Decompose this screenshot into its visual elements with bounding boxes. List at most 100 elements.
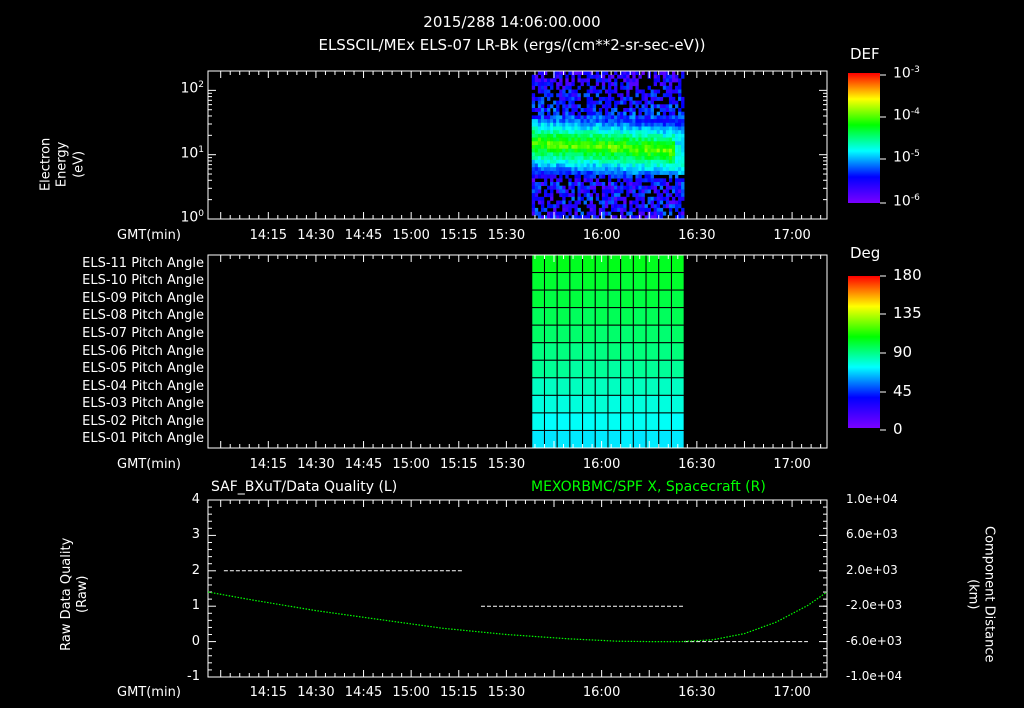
spectrogram-cell <box>671 200 676 205</box>
spectrogram-cell <box>638 119 642 124</box>
spectrogram-cell <box>620 141 624 146</box>
spectrogram-cell <box>671 152 676 157</box>
pitch-cell <box>531 359 545 379</box>
spectrogram-cell <box>531 100 536 105</box>
spectrogram-cell <box>550 119 554 124</box>
spectrogram-cell <box>659 211 664 216</box>
spectrogram-cell <box>592 115 597 120</box>
spectrogram-cell <box>574 170 578 175</box>
spectrogram-cell <box>635 204 639 209</box>
pitch-cell <box>620 272 634 291</box>
spectrogram-cell <box>678 119 682 124</box>
spectrogram-cell <box>662 182 667 186</box>
quality-tick-label: 2 <box>191 562 200 578</box>
spectrogram-cell <box>601 71 606 75</box>
spectrogram-cell <box>678 196 682 201</box>
pitch-cell <box>645 307 660 326</box>
spectrogram-cell <box>635 170 639 175</box>
spectrogram-cell <box>577 137 581 142</box>
spectrogram-cell <box>656 159 661 164</box>
spectrogram-cell <box>586 126 590 131</box>
spectrogram-cell <box>537 170 542 175</box>
spectrogram-cell <box>611 148 615 153</box>
spectrogram-cell <box>553 182 557 186</box>
spectrogram-cell <box>595 133 600 138</box>
spectrogram-cell <box>647 178 651 183</box>
spectrogram-cell <box>589 207 594 212</box>
spectrogram-cell <box>647 133 651 138</box>
spectrogram-cell <box>641 200 645 205</box>
spectrogram-cell <box>550 170 554 175</box>
spectrogram-cell <box>574 108 578 112</box>
spectrogram-cell <box>586 89 590 94</box>
spectrogram-cell <box>681 100 685 105</box>
spectrogram-cell <box>534 133 539 138</box>
spectrogram-cell <box>574 93 578 98</box>
spectrogram-cell <box>592 207 597 212</box>
spectrogram-cell <box>614 185 618 190</box>
spectrogram-cell <box>583 145 587 149</box>
spectrogram-cell <box>607 115 612 120</box>
spectrogram-cell <box>632 82 636 87</box>
pitch-cell <box>645 429 660 449</box>
spectrogram-cell <box>598 108 603 112</box>
spectrogram-cell <box>571 141 575 146</box>
spectrogram-cell <box>650 111 654 116</box>
spectrogram-cell <box>632 207 636 212</box>
spectrogram-cell <box>668 130 673 135</box>
spectrogram-cell <box>614 170 618 175</box>
spectrogram-cell <box>598 148 603 153</box>
spectrogram-cell <box>568 200 572 205</box>
spectrogram-cell <box>629 78 633 83</box>
spectrogram-cell <box>565 159 569 164</box>
spectrogram-cell <box>607 163 612 168</box>
spectrogram-cell <box>604 148 609 153</box>
spectrogram-cell <box>537 96 542 101</box>
spectrogram-cell <box>568 152 572 157</box>
spectrogram-cell <box>620 170 624 175</box>
time-tick-label: 15:15 <box>440 457 478 472</box>
spectrogram-cell <box>653 148 658 153</box>
spectrogram-cell <box>656 156 661 161</box>
pitch-cell <box>569 377 584 396</box>
spectrogram-cell <box>568 178 572 183</box>
spectrogram-cell <box>547 185 551 190</box>
spectrogram-cell <box>629 156 633 161</box>
spectrogram-cell <box>604 111 609 116</box>
spectrogram-cell <box>595 78 600 83</box>
spectrogram-cell <box>629 145 633 149</box>
spectrogram-cell <box>580 156 584 161</box>
spectrogram-cell <box>617 115 621 120</box>
spectrogram-cell <box>678 145 682 149</box>
spectrogram-cell <box>647 85 651 90</box>
spectrogram-cell <box>553 108 557 112</box>
spectrogram-cell <box>659 163 664 168</box>
spectrogram-cell <box>577 178 581 183</box>
spectrogram-cell <box>675 185 679 190</box>
spectrogram-cell <box>611 207 615 212</box>
spectrogram-cell <box>644 215 648 220</box>
spectrogram-cell <box>550 215 554 220</box>
spectrogram-cell <box>614 189 618 194</box>
spectrogram-cell <box>586 163 590 168</box>
spectrogram-cell <box>650 126 654 131</box>
spectrogram-cell <box>607 126 612 131</box>
spectrogram-cell <box>586 174 590 179</box>
pitch-cell <box>531 254 545 274</box>
spectrogram-cell <box>568 133 572 138</box>
spectrogram-cell <box>534 108 539 112</box>
spectrogram-cell <box>559 115 563 120</box>
spectrogram-cell <box>571 163 575 168</box>
spectrogram-cell <box>678 115 682 120</box>
pitch-cell <box>658 394 672 414</box>
spectrogram-cell <box>531 137 536 142</box>
spectrogram-cell <box>531 178 536 183</box>
pitch-cell <box>594 307 609 326</box>
spectrogram-cell <box>656 122 661 127</box>
spectrogram-cell <box>671 108 676 112</box>
line-plot-frame <box>207 499 828 678</box>
spectrogram-cell <box>562 170 566 175</box>
spectrogram-cell <box>659 122 664 127</box>
spectrogram-cell <box>537 215 542 220</box>
pitch-cell <box>556 359 571 379</box>
